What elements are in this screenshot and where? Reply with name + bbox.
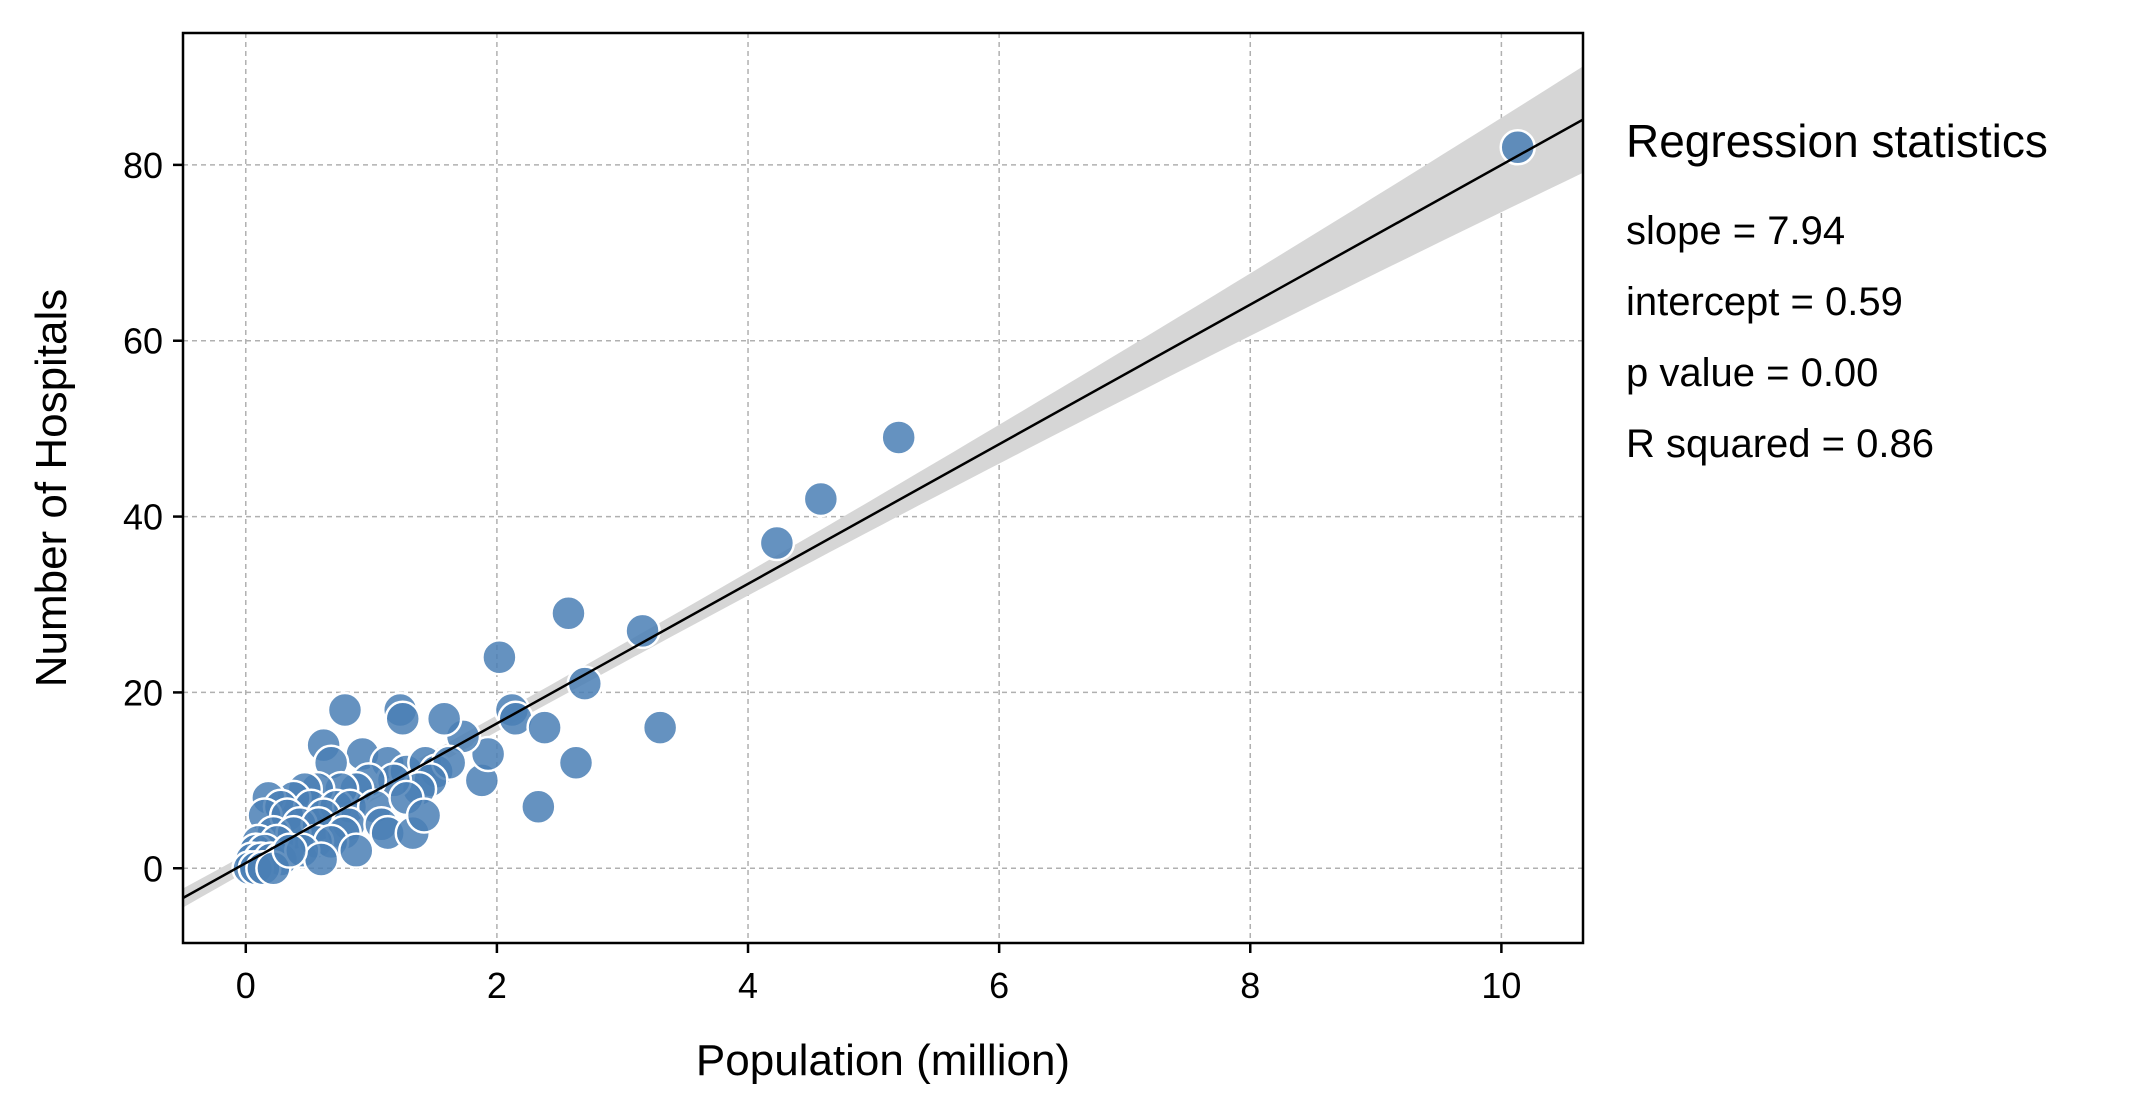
data-point [550, 595, 587, 632]
fit-line [183, 118, 1583, 900]
data-point [880, 419, 917, 456]
stats-p-value: p value = 0.00 [1626, 351, 1878, 395]
data-point [326, 691, 364, 729]
stats-intercept: intercept = 0.59 [1626, 280, 1903, 324]
data-point [481, 639, 518, 676]
data-point [302, 841, 340, 878]
y-tick-label-0: 0 [143, 848, 163, 889]
y-tick-label-2: 40 [123, 497, 163, 538]
x-tick-label-1: 2 [487, 965, 507, 1006]
y-axis-ticks: 0 20 40 60 80 [123, 145, 183, 889]
y-tick-label-1: 20 [123, 672, 163, 713]
y-tick-label-3: 60 [123, 321, 163, 362]
data-point [802, 480, 840, 518]
stats-title: Regression statistics [1626, 115, 2048, 167]
confidence-band-area [183, 66, 1583, 908]
x-tick-label-0: 0 [236, 965, 256, 1006]
regression-line [183, 118, 1583, 900]
y-axis-label: Number of Hospitals [27, 289, 76, 688]
stats-slope: slope = 7.94 [1626, 209, 1845, 253]
regression-stats: Regression statistics slope = 7.94 inter… [1626, 115, 2048, 466]
data-point [469, 735, 507, 773]
data-point [520, 788, 557, 825]
x-tick-label-3: 6 [989, 965, 1009, 1006]
data-point [758, 524, 796, 562]
x-tick-label-2: 4 [738, 965, 758, 1006]
x-axis-ticks: 0 2 4 6 8 10 [236, 943, 1521, 1006]
stats-r-squared: R squared = 0.86 [1626, 422, 1934, 466]
x-axis-label: Population (million) [696, 1036, 1070, 1085]
y-tick-label-4: 80 [123, 145, 163, 186]
grid-lines [183, 33, 1583, 943]
plot-frame [181, 31, 1585, 945]
data-point [641, 709, 679, 746]
data-points [231, 129, 1536, 887]
x-tick-label-5: 10 [1481, 965, 1521, 1006]
data-point [384, 700, 421, 738]
confidence-band [183, 66, 1583, 908]
data-point [526, 709, 563, 746]
data-point [566, 665, 604, 702]
x-tick-label-4: 8 [1240, 965, 1260, 1006]
data-point [624, 612, 661, 650]
data-point [405, 797, 443, 834]
data-point [557, 744, 595, 782]
data-point [1499, 129, 1536, 166]
data-point [338, 832, 375, 869]
data-point [425, 700, 463, 738]
